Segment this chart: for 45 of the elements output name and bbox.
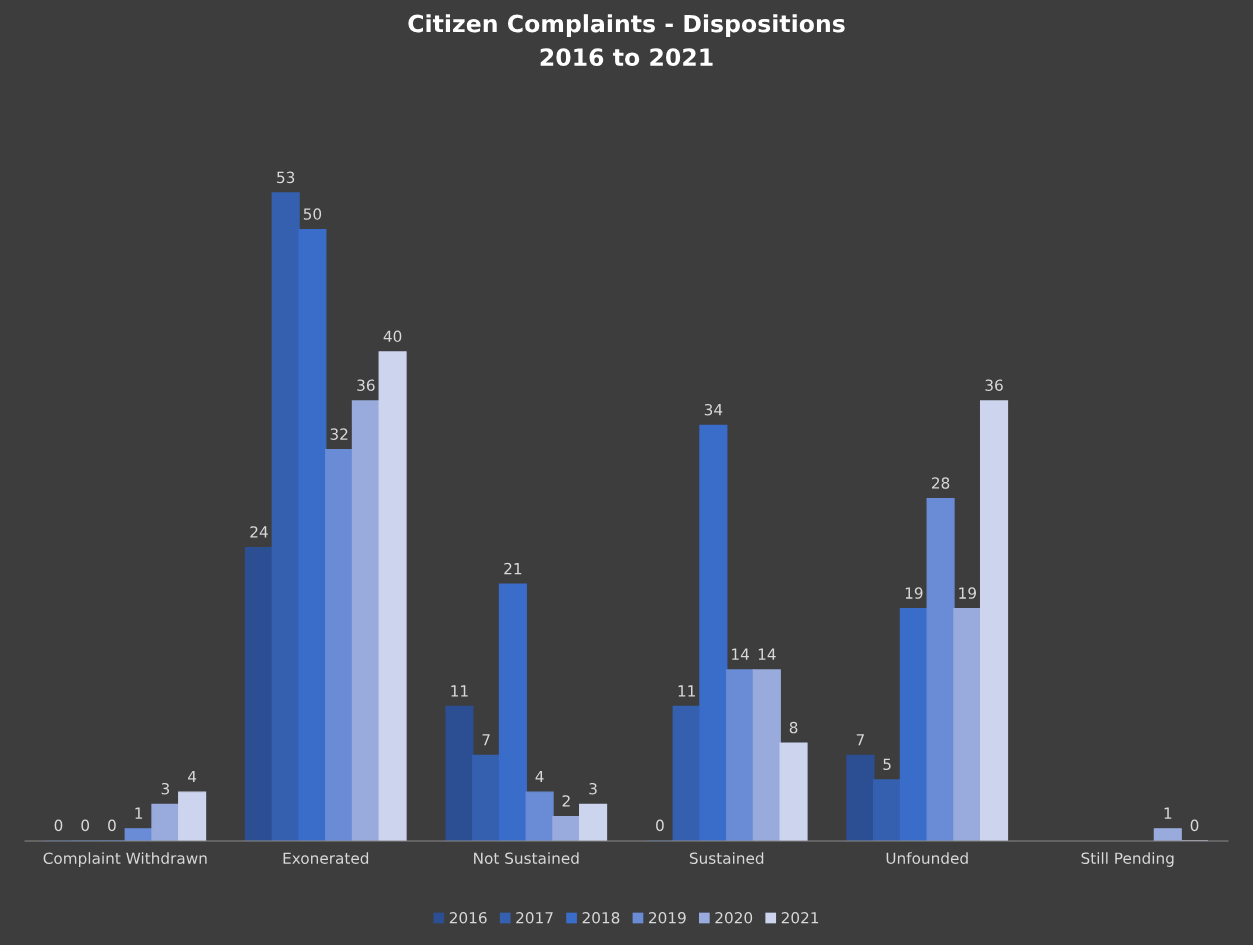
data-label: 1 bbox=[1164, 807, 1172, 819]
data-label: 2 bbox=[562, 795, 570, 807]
data-label: 7 bbox=[482, 734, 490, 746]
legend-label: 2019 bbox=[649, 912, 686, 924]
data-label: 7 bbox=[856, 734, 864, 746]
data-label: 50 bbox=[303, 208, 322, 220]
data-label: 11 bbox=[451, 685, 468, 697]
data-label: 0 bbox=[54, 819, 63, 832]
legend-label: 2016 bbox=[449, 912, 487, 924]
data-label: 19 bbox=[959, 587, 976, 599]
data-label: 11 bbox=[678, 685, 695, 697]
x-tick-label: Not Sustained bbox=[474, 852, 579, 864]
data-label: 1 bbox=[135, 807, 143, 819]
data-label: 19 bbox=[905, 587, 923, 599]
legend-label: 2017 bbox=[516, 912, 553, 924]
x-tick-label: Exonerated bbox=[283, 852, 369, 864]
data-label: 53 bbox=[277, 171, 295, 184]
data-label: 0 bbox=[656, 819, 664, 832]
data-label: 32 bbox=[330, 428, 348, 440]
data-label: 40 bbox=[383, 330, 402, 343]
legend-label: 2018 bbox=[582, 912, 620, 924]
data-label: 36 bbox=[357, 379, 375, 391]
data-label: 14 bbox=[732, 648, 749, 660]
legend-label: 2021 bbox=[781, 912, 819, 924]
legend-label: 2020 bbox=[715, 912, 753, 924]
data-label: 14 bbox=[758, 648, 776, 660]
data-label: 0 bbox=[1190, 819, 1199, 832]
data-label: 34 bbox=[704, 403, 723, 416]
data-label: 21 bbox=[504, 562, 522, 575]
data-label: 0 bbox=[81, 819, 90, 832]
data-label: 28 bbox=[931, 477, 950, 489]
x-tick-label: Sustained bbox=[689, 852, 764, 864]
data-label: 24 bbox=[250, 526, 268, 538]
x-tick-label: Complaint Withdrawn bbox=[43, 852, 207, 867]
x-tick-label: Still Pending bbox=[1081, 852, 1174, 867]
chart-title: Citizen Complaints - Dispositions 2016 to 2021 bbox=[408, 14, 845, 67]
x-tick-label: Unfounded bbox=[886, 852, 968, 864]
data-label: 3 bbox=[589, 782, 597, 795]
data-label: 8 bbox=[789, 721, 798, 734]
data-label: 4 bbox=[535, 770, 544, 783]
data-label: 36 bbox=[985, 379, 1003, 391]
data-label: 5 bbox=[883, 758, 891, 771]
data-label: 3 bbox=[161, 782, 170, 795]
data-label: 4 bbox=[188, 770, 197, 783]
data-label: 0 bbox=[108, 819, 116, 832]
